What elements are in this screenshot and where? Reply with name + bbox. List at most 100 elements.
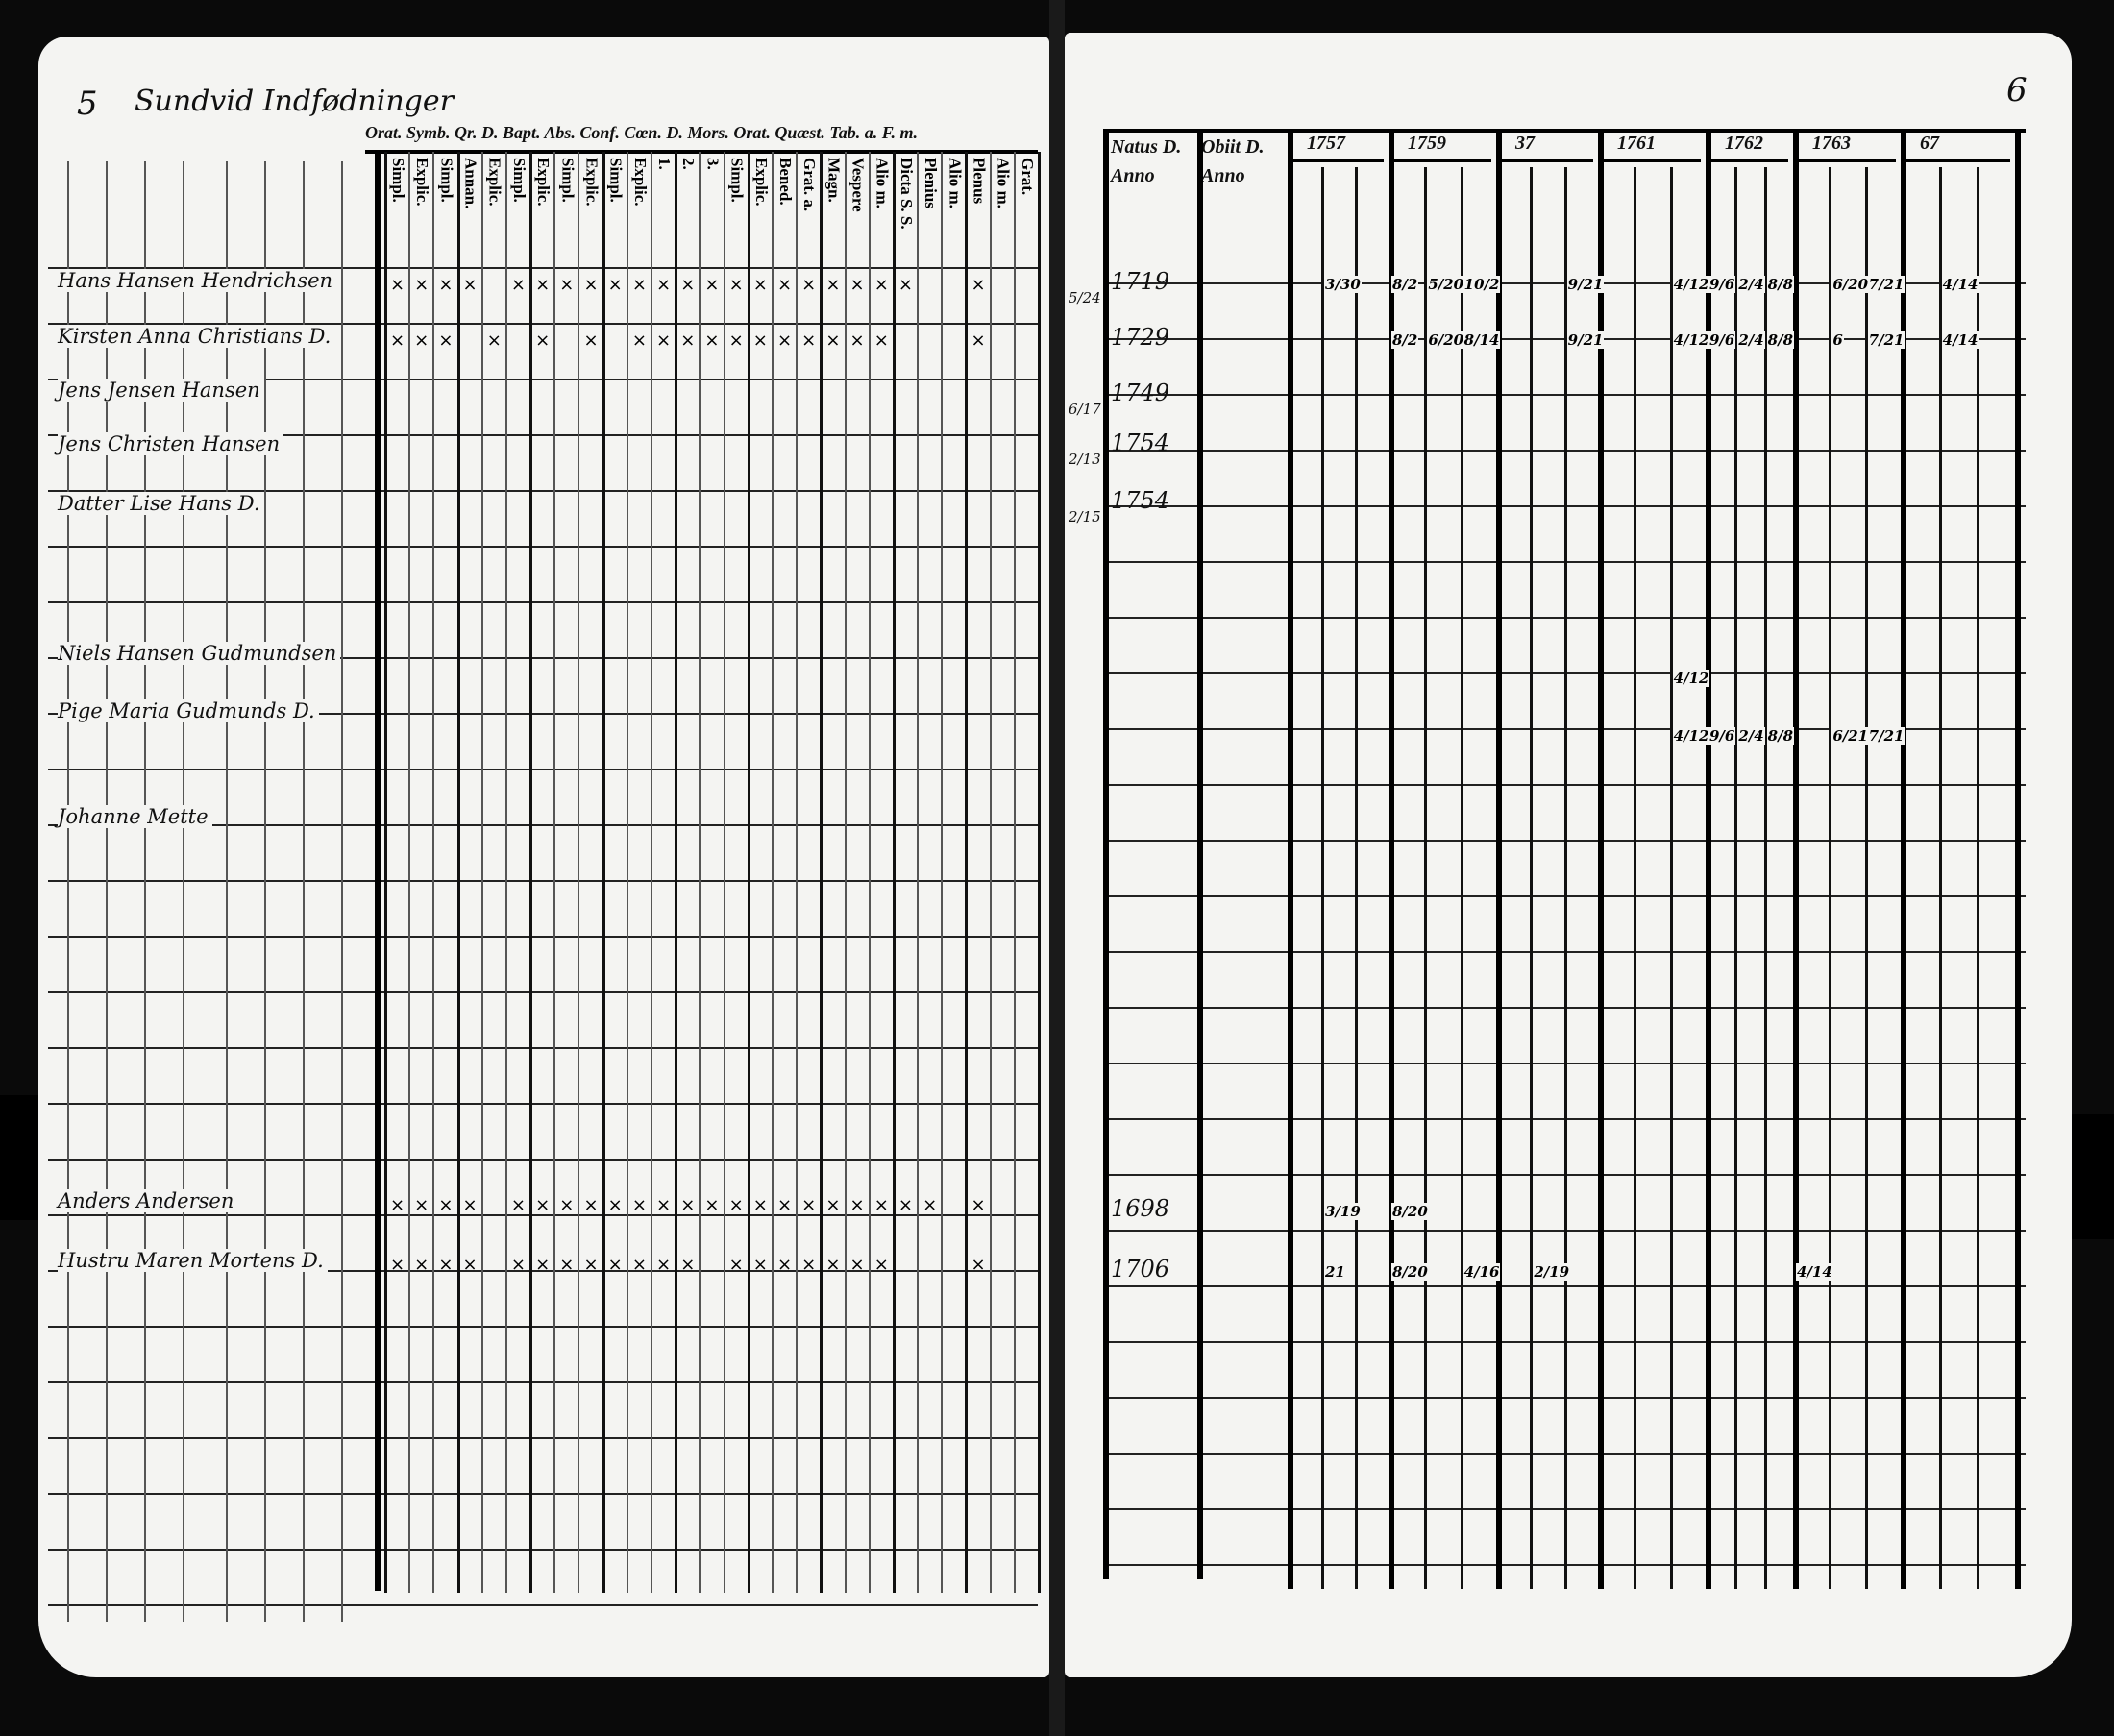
ruled-line (48, 1214, 1038, 1216)
birth-day: 6/17 (1069, 401, 1101, 418)
attendance-mark: × (728, 1195, 744, 1215)
attendance-mark: × (897, 1195, 913, 1215)
column-line (747, 152, 750, 1593)
page-number: 6 (2006, 71, 2028, 110)
column-line (602, 152, 605, 1593)
column-line (529, 152, 533, 1593)
column-line (384, 152, 387, 1593)
attendance-mark: × (462, 1195, 478, 1215)
column-line (578, 152, 580, 1593)
attendance-mark: × (849, 275, 865, 295)
date-mark: 9/6 (1708, 331, 1736, 349)
attendance-mark: × (776, 1195, 793, 1215)
record-row: 1729 8/2 6/20 8/14 9/21 4/12 9/6 2/4 8/8 6 7/21 4/1… (1065, 324, 2064, 366)
year-header: 1763 (1812, 133, 1851, 154)
ruled-line (48, 1604, 1038, 1606)
attendance-mark: × (390, 275, 406, 295)
birth-year: 1754 (1111, 429, 1170, 456)
obiit-line (1197, 129, 1203, 1579)
attendance-mark: × (390, 1195, 406, 1215)
ruled-line (48, 546, 1038, 548)
year-group-line (1706, 129, 1711, 1589)
name-column-line (144, 161, 146, 1622)
entry-name: Hans Hansen Hendrichsen (58, 269, 337, 292)
date-mark: 3/30 (1324, 276, 1362, 293)
attendance-mark: × (801, 330, 817, 351)
ruled-line (48, 434, 1038, 436)
column-header: Alio m. (945, 158, 965, 208)
ruled-line (48, 1381, 1038, 1383)
natus-line (1103, 129, 1109, 1579)
attendance-mark: × (390, 330, 406, 351)
year-header: 1759 (1408, 133, 1446, 154)
attendance-mark: × (971, 275, 986, 295)
year-group-line (1901, 129, 1906, 1589)
sub-column-line (1669, 167, 1673, 1589)
attendance-mark: × (849, 330, 865, 351)
column-line (432, 152, 435, 1593)
sub-column-line (1530, 167, 1534, 1589)
record-row: 5/24 1719 3/30 8/2 5/20 10/2 9/21 4/12 9/6 2/4 8/8… (1065, 268, 2064, 310)
attendance-mark: × (704, 275, 720, 295)
attendance-mark: × (414, 1255, 430, 1275)
column-header: Explic. (533, 158, 553, 207)
ruled-line (48, 880, 1038, 882)
attendance-mark: × (656, 275, 672, 295)
ruled-line (48, 490, 1038, 492)
ruled-line (48, 323, 1038, 325)
attendance-mark: × (971, 1255, 986, 1275)
year-underline (1603, 159, 1701, 162)
date-mark: 6/21 (1831, 727, 1870, 745)
date-mark: 4/12 (1672, 670, 1710, 687)
year-underline (1393, 159, 1491, 162)
attendance-mark: × (680, 275, 696, 295)
year-header: 1761 (1617, 133, 1656, 154)
column-header: Annan. (460, 158, 480, 209)
attendance-mark: × (801, 275, 817, 295)
column-line (941, 152, 944, 1593)
column-header: Plenus (969, 158, 989, 205)
attendance-mark: × (390, 1255, 406, 1275)
attendance-mark: × (873, 1255, 889, 1275)
date-mark: 4/14 (1941, 331, 1979, 349)
record-row: 6/17 1749 (1065, 379, 2064, 422)
attendance-mark: × (414, 275, 430, 295)
column-line (771, 152, 774, 1593)
entry-row: Hustru Maren Mortens D. × × × × × × × × × × × × × × × × ×… (38, 1249, 1047, 1287)
attendance-mark: × (583, 1195, 599, 1215)
attendance-mark: × (414, 330, 430, 351)
column-line (699, 152, 701, 1593)
name-column-divider (375, 150, 381, 1591)
attendance-mark: × (849, 1195, 865, 1215)
ruled-line (48, 601, 1038, 603)
attendance-mark: × (510, 1255, 527, 1275)
attendance-mark: × (971, 1195, 986, 1215)
attendance-mark: × (728, 330, 744, 351)
date-mark: 8/8 (1766, 331, 1795, 349)
ruled-line (48, 267, 1038, 269)
attendance-mark: × (631, 275, 647, 295)
ruled-line (48, 1047, 1038, 1049)
attendance-mark: × (607, 275, 623, 295)
attendance-mark: × (583, 1255, 599, 1275)
entry-row: Niels Hansen Gudmundsen (38, 642, 1047, 680)
date-mark: 5/20 (1427, 276, 1465, 293)
date-mark: 2/4 (1737, 331, 1765, 349)
year-underline (1798, 159, 1896, 162)
attendance-mark: × (438, 1255, 454, 1275)
year-group-line (1598, 129, 1604, 1589)
date-mark: 10/2 (1463, 276, 1501, 293)
sub-column-line (1321, 167, 1324, 1589)
column-header: Simpl. (508, 158, 528, 203)
attendance-mark: × (776, 330, 793, 351)
year-group-line (1389, 129, 1394, 1589)
ruled-line (48, 713, 1038, 715)
name-column-line (106, 161, 108, 1622)
attendance-mark: × (825, 1195, 841, 1215)
entry-name: Niels Hansen Gudmundsen (58, 642, 341, 665)
attendance-mark: × (559, 1255, 575, 1275)
attendance-mark: × (897, 275, 913, 295)
column-header: Grat. a. (799, 158, 820, 212)
attendance-mark: × (704, 1195, 720, 1215)
entry-name: Jens Christen Hansen (58, 432, 284, 455)
